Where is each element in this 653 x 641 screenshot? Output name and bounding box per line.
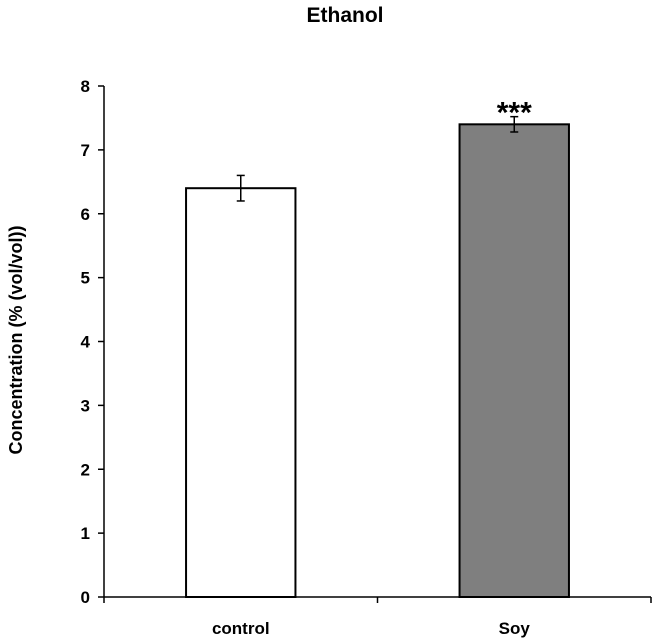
- y-tick-label: 8: [81, 77, 90, 96]
- y-tick-label: 3: [81, 396, 90, 415]
- y-tick-label: 6: [81, 205, 90, 224]
- bar-soy: [458, 123, 570, 598]
- y-tick-label: 2: [81, 460, 90, 479]
- y-tick-label: 5: [81, 269, 90, 288]
- significance-marker: ***: [497, 97, 532, 130]
- y-tick-label: 0: [81, 588, 90, 607]
- bar-control: [185, 187, 297, 598]
- y-tick-label: 4: [81, 333, 91, 352]
- chart-title: Ethanol: [307, 4, 384, 27]
- x-tick-label: control: [212, 619, 270, 638]
- plot-area: 0 1 2 3 4 5 6 7 8 control Soy ***: [81, 77, 652, 638]
- y-tick-label: 1: [81, 524, 90, 543]
- x-tick-label: Soy: [499, 619, 531, 638]
- y-tick-label: 7: [81, 141, 90, 160]
- y-axis-label: Concentration (% (vol/vol)): [6, 225, 26, 454]
